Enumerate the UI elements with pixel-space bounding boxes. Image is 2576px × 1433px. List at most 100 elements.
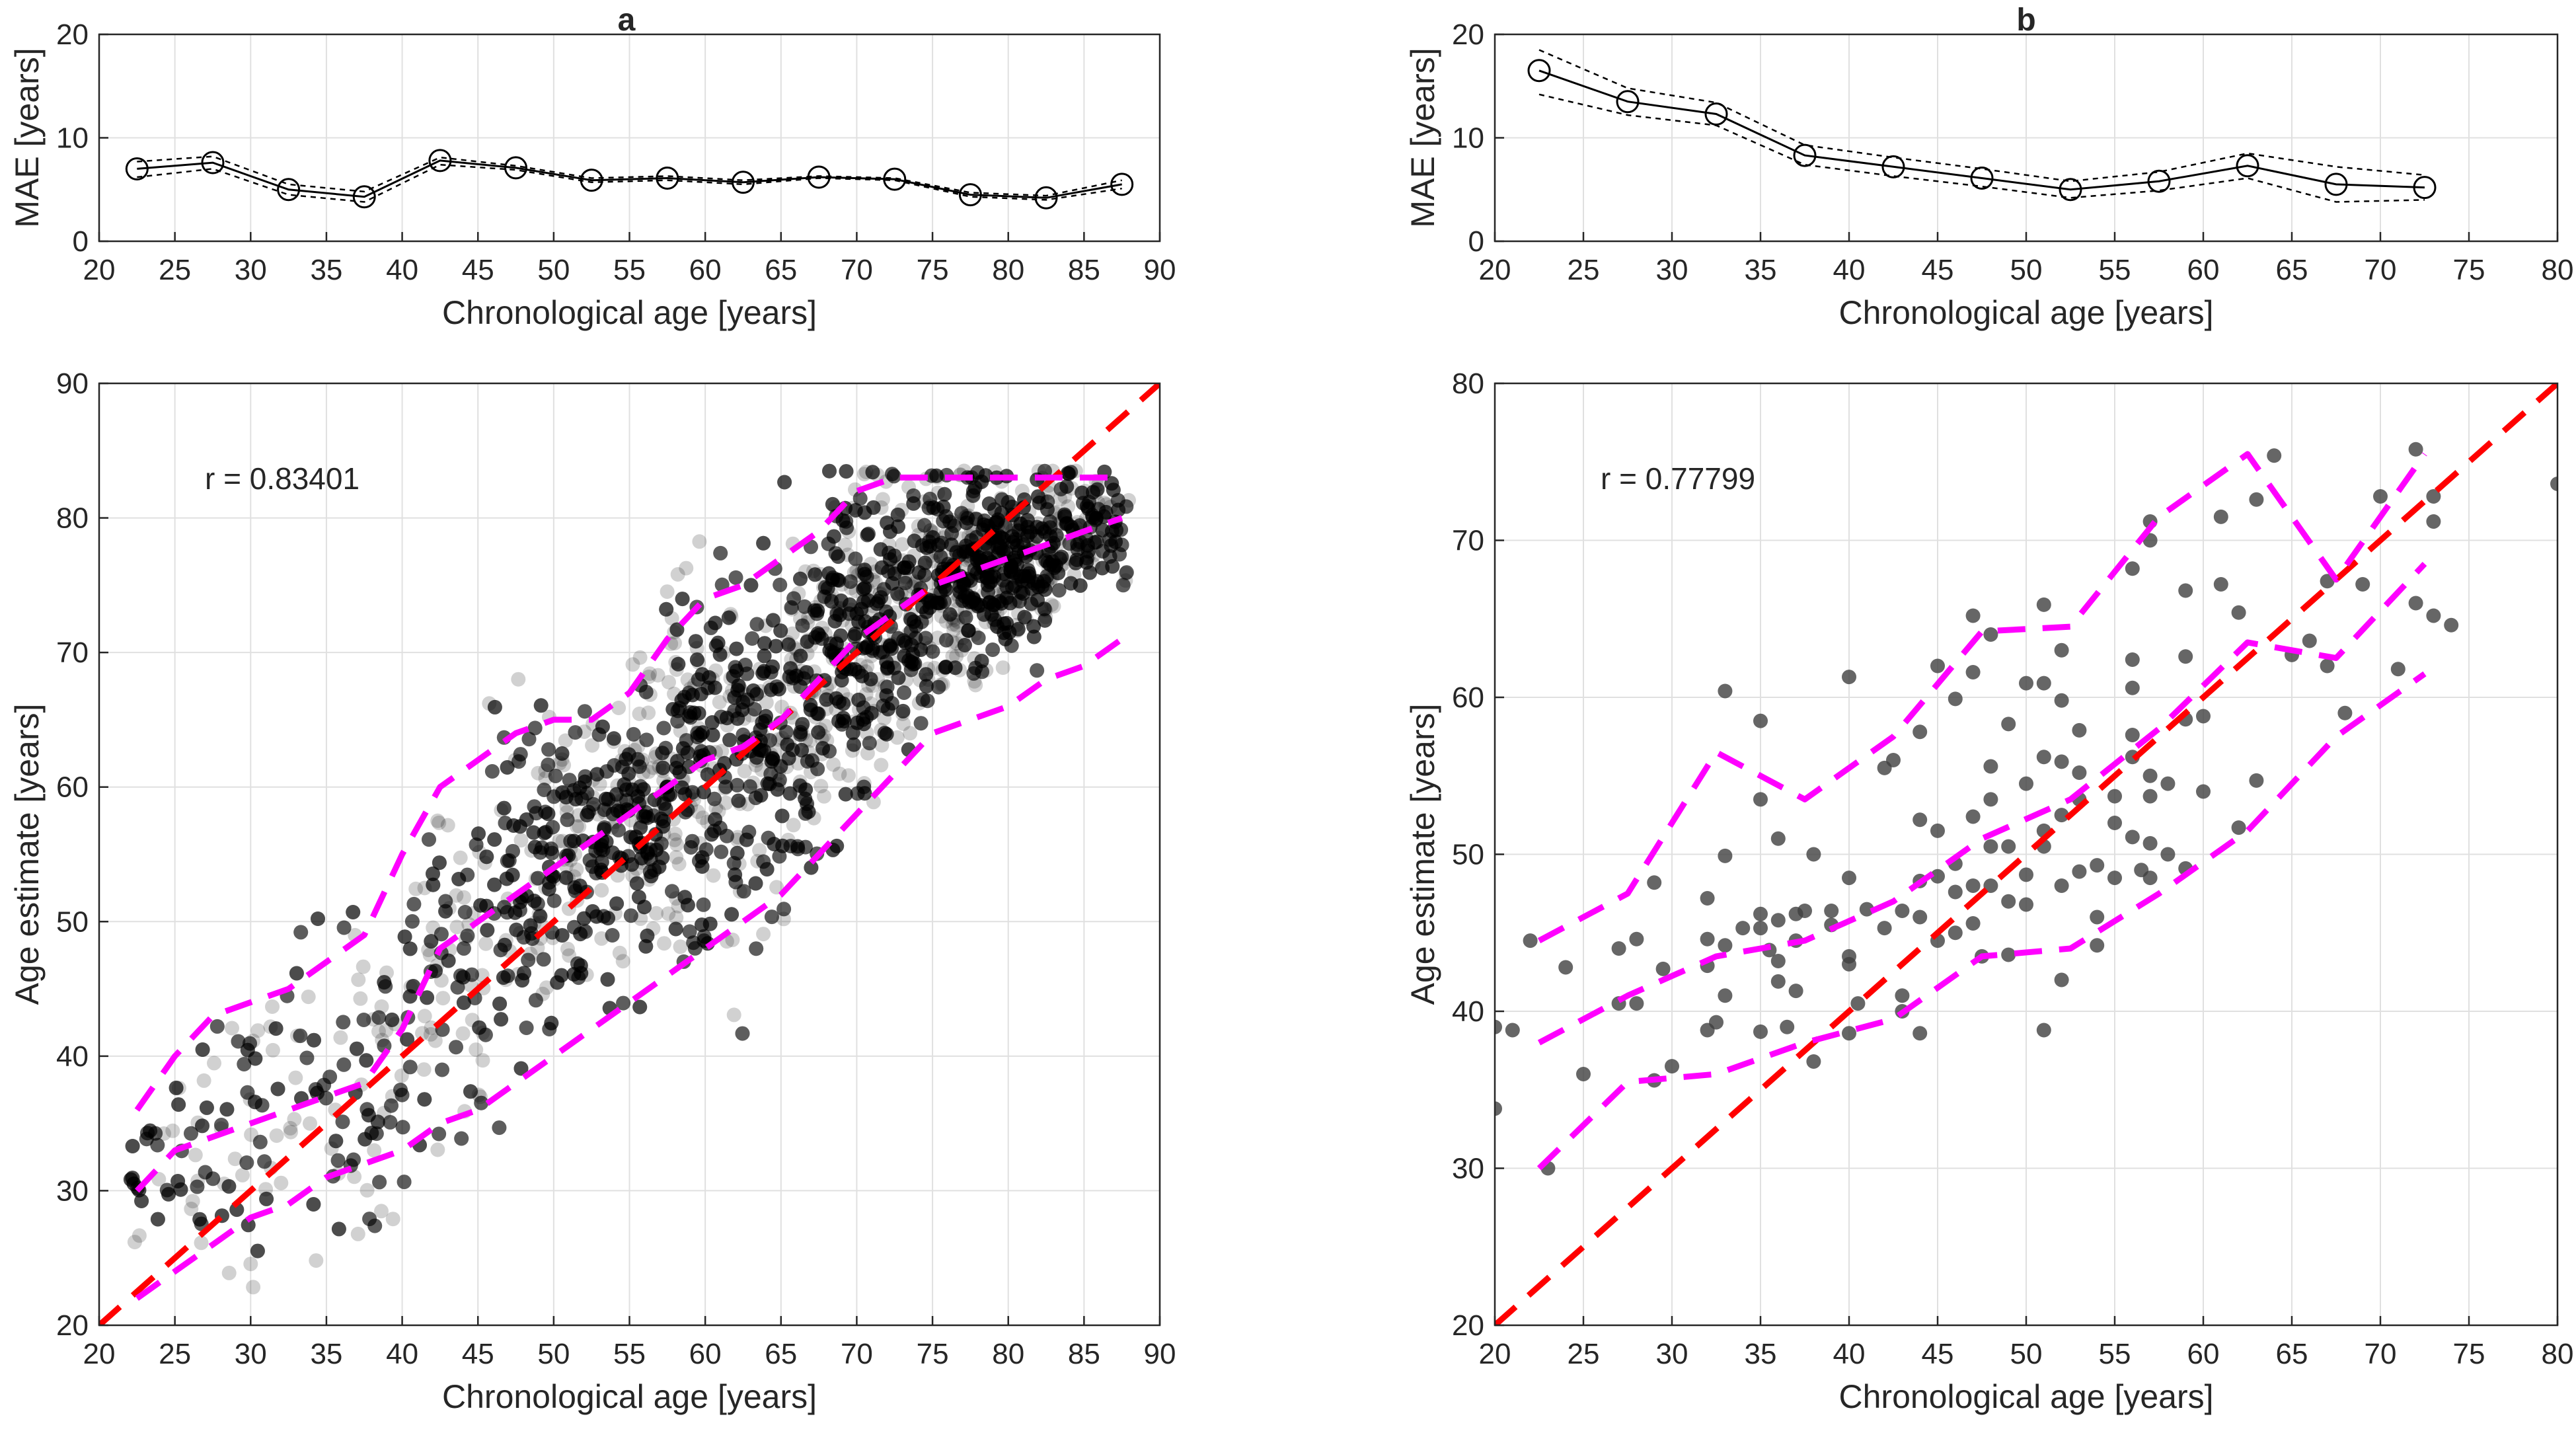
a-bottom-scatter-point	[708, 639, 724, 653]
a-bottom-scatter-point	[931, 537, 946, 553]
a-bottom-scatter-point	[959, 544, 974, 559]
a-bottom-scatter-point	[811, 725, 826, 740]
a-bottom-scatter-point	[550, 975, 565, 990]
a-bottom-scatter-point	[988, 601, 1003, 616]
a-bottom-scatter-point	[960, 549, 975, 564]
a-bottom-scatter-point	[895, 707, 910, 721]
a-bottom-scatter-point	[949, 648, 964, 664]
a-bottom-scatter-point	[961, 508, 976, 523]
a-bottom-scatter-point	[868, 564, 883, 579]
a-bottom-scatter-point	[1034, 521, 1049, 536]
a-bottom-scatter-point	[945, 617, 960, 632]
a-bottom-scatter-point	[901, 554, 917, 569]
a-bottom-scatter-point	[890, 586, 905, 601]
a-bottom-scatter-point	[736, 727, 751, 742]
a-bottom-scatter-point	[309, 1253, 324, 1268]
b-top-x-tick-label: 65	[2276, 254, 2308, 286]
a-bottom-scatter-point	[667, 826, 683, 841]
a-bottom-scatter-point	[726, 669, 741, 684]
a-bottom-scatter-point	[1020, 529, 1035, 543]
a-bottom-scatter-point	[785, 626, 800, 641]
a-bottom-scatter-point	[184, 1202, 199, 1216]
panel-b-top-mae-chart: 20 25 30 35 40 45 50 55 60 65 70 75 8001020Chronolog…	[1404, 19, 2573, 331]
a-bottom-scatter-point	[872, 586, 888, 601]
a-bottom-scatter-point	[957, 638, 972, 652]
a-bottom-scatter-point	[1029, 529, 1044, 544]
a-bottom-scatter-point	[714, 709, 729, 724]
a-top-x-tick-label: 60	[689, 254, 722, 286]
a-bottom-scatter-point	[589, 909, 604, 924]
a-bottom-scatter-point	[123, 1172, 138, 1187]
a-bottom-scatter-point	[669, 754, 685, 769]
a-bottom-scatter-point	[874, 757, 889, 773]
a-bottom-scatter-point	[385, 1212, 400, 1227]
a-bottom-scatter-point	[1061, 551, 1077, 566]
a-bottom-scatter-point	[537, 783, 552, 797]
a-bottom-scatter-point	[904, 654, 919, 670]
a-bottom-scatter-point	[870, 672, 886, 687]
b-top-y-tick-label: 20	[1452, 19, 1484, 51]
a-bottom-scatter-point	[695, 667, 710, 682]
a-bottom-scatter-point	[967, 627, 982, 642]
a-bottom-scatter-point	[891, 670, 906, 685]
a-bottom-scatter-point	[512, 925, 527, 941]
a-bottom-scatter-point	[882, 537, 897, 553]
a-bottom-scatter-point	[934, 598, 949, 613]
a-bottom-scatter-point	[498, 816, 513, 831]
a-bottom-scatter-point	[214, 1118, 229, 1132]
a-bottom-scatter-point	[877, 711, 891, 726]
a-bottom-scatter-point	[856, 578, 871, 594]
a-bottom-scatter-point	[978, 468, 993, 483]
a-bottom-scatter-point	[644, 869, 659, 884]
a-bottom-scatter-point	[763, 747, 778, 762]
a-bottom-scatter-point	[935, 663, 950, 678]
a-bottom-scatter-point	[287, 1112, 302, 1127]
a-bottom-scatter-point	[736, 711, 751, 726]
a-bottom-scatter-point	[547, 789, 562, 804]
a-bottom-scatter-point	[847, 565, 862, 580]
a-bottom-scatter-point	[531, 765, 546, 781]
a-bottom-scatter-point	[247, 1095, 262, 1110]
a-bottom-scatter-point	[268, 1021, 284, 1036]
a-bottom-scatter-point	[371, 1024, 386, 1039]
a-bottom-scatter-point	[1038, 609, 1053, 625]
a-bottom-scatter-point	[877, 726, 892, 740]
a-bottom-scatter-point	[929, 468, 944, 483]
a-bottom-scatter-point	[995, 660, 1010, 676]
a-bottom-scatter-point	[692, 853, 706, 869]
a-bottom-scatter-point	[849, 584, 864, 599]
a-bottom-scatter-point	[801, 804, 816, 820]
a-bottom-scatter-point	[1078, 483, 1093, 498]
a-bottom-scatter-point	[857, 562, 872, 578]
a-bottom-scatter-point	[669, 662, 684, 677]
a-bottom-scatter-point	[897, 648, 912, 664]
a-bottom-scatter-point	[852, 702, 866, 717]
a-bottom-scatter-point	[542, 1022, 557, 1036]
a-bottom-scatter-point	[958, 583, 973, 598]
a-bottom-scatter-point	[884, 561, 899, 576]
a-bottom-scatter-point	[835, 577, 850, 592]
a-bottom-scatter-point	[991, 546, 1006, 561]
a-bottom-scatter-point	[469, 1042, 484, 1058]
a-bottom-scatter-point	[333, 1030, 348, 1045]
a-bottom-scatter-point	[169, 1080, 184, 1095]
a-bottom-scatter-point	[730, 711, 745, 726]
a-bottom-scatter-point	[959, 516, 974, 530]
a-bottom-scatter-point	[1061, 466, 1077, 481]
a-bottom-scatter-point	[691, 706, 706, 721]
a-bottom-scatter-point	[967, 480, 983, 495]
b-top-x-tick-label: 50	[2010, 254, 2043, 286]
a-bottom-scatter-point	[1011, 544, 1026, 559]
a-bottom-scatter-point	[708, 663, 723, 678]
a-bottom-scatter-point	[619, 782, 634, 797]
a-bottom-scatter-point	[597, 805, 613, 820]
a-bottom-scatter-point	[426, 920, 441, 935]
a-bottom-scatter-point	[697, 929, 712, 944]
a-bottom-scatter-point	[690, 730, 705, 745]
a-bottom-scatter-point	[677, 890, 693, 905]
a-bottom-scatter-point	[680, 746, 695, 760]
a-bottom-scatter-point	[994, 505, 1009, 520]
a-bottom-scatter-point	[921, 534, 936, 549]
a-bottom-scatter-point	[724, 683, 739, 698]
a-bottom-scatter-point	[655, 793, 670, 808]
